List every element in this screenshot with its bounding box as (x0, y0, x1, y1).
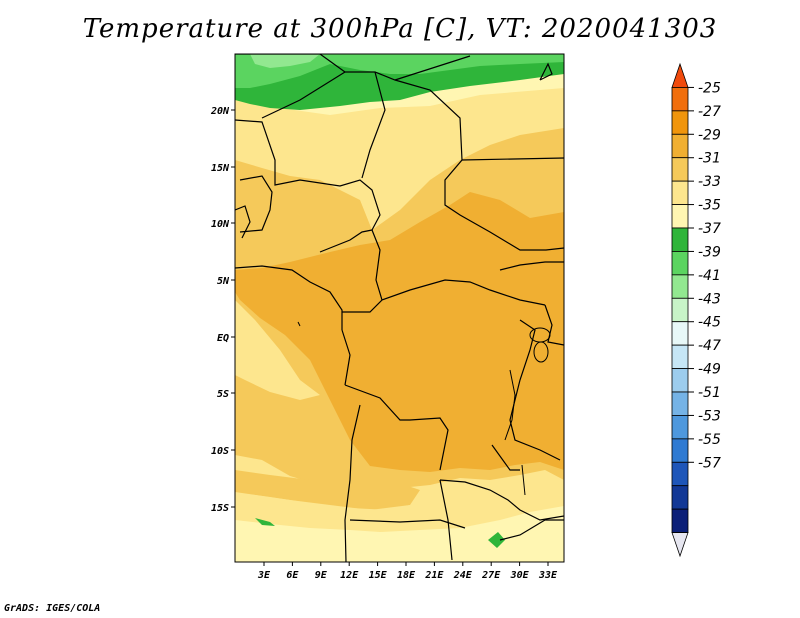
band-minus-33-south (235, 506, 564, 562)
band-minus-27-main (235, 192, 564, 472)
band-minus-31-coast (235, 300, 320, 400)
colorbar-label: -25 (698, 80, 721, 96)
colorbar-swatch (671, 87, 689, 112)
lon-label: 27E (481, 570, 501, 581)
lakes (297, 321, 551, 496)
colorbar-label: -43 (698, 291, 721, 307)
colorbar-swatch (671, 227, 689, 252)
colorbar-swatch (671, 344, 689, 369)
credit-label: GrADS: IGES/COLA (4, 603, 101, 614)
spot-green-southwest (255, 518, 275, 526)
colorbar-swatch (671, 438, 689, 463)
lon-label: 24E (453, 570, 473, 581)
colorbar-swatch (671, 157, 689, 182)
lat-label: 20N (210, 106, 230, 117)
band-minus-37-north (235, 54, 564, 88)
map-title: Temperature at 300hPa [C], VT: 202004130… (82, 14, 718, 44)
lon-label: 33E (538, 570, 558, 581)
lon-label: 18E (397, 570, 416, 581)
colorbar-swatch (671, 180, 689, 205)
colorbar-swatch (671, 415, 689, 440)
band-minus-29-south (235, 470, 420, 510)
lon-label: 3E (257, 570, 271, 581)
colorbar-label: -35 (698, 198, 721, 214)
lon-label: 30E (510, 570, 530, 581)
colorbar-swatch (671, 110, 689, 135)
map-frame (234, 53, 565, 563)
colorbar-label: -37 (698, 221, 721, 237)
country-borders (235, 54, 564, 562)
colorbar-label: -45 (698, 315, 721, 331)
colorbar-swatch (671, 62, 689, 88)
colorbar-swatch (671, 508, 689, 533)
colorbar-swatch (671, 485, 689, 510)
lat-label: 15S (211, 503, 229, 514)
lat-axis: 20N 15N 10N 5N EQ 5S 10S 15S (210, 106, 235, 514)
lat-label: 5N (217, 276, 230, 287)
colorbar-swatch (671, 133, 689, 159)
colorbar-label: -47 (698, 338, 721, 354)
colorbar-label: -51 (698, 385, 721, 401)
band-minus-39-north (250, 54, 320, 68)
colorbar-swatch (671, 532, 689, 558)
colorbar: -25 -27 -29 -31 -33 -35 -37 -39 -41 -43 -45 -47 -49 -… (671, 62, 721, 558)
lon-label: 9E (315, 570, 328, 581)
colorbar-swatch (671, 368, 689, 393)
colorbar-label: -33 (698, 174, 721, 190)
colorbar-swatch (671, 204, 689, 229)
colorbar-label: -41 (698, 268, 721, 284)
colorbar-swatch (671, 461, 689, 487)
colorbar-label: -57 (698, 455, 721, 471)
colorbar-swatch (671, 251, 689, 276)
lon-label: 21E (424, 570, 444, 581)
lat-label: 15N (211, 163, 230, 174)
colorbar-swatch (671, 391, 689, 416)
colorbar-swatch (671, 274, 689, 299)
lat-label: 5S (217, 389, 229, 400)
colorbar-swatch (671, 297, 689, 323)
colorbar-label: -31 (698, 151, 721, 167)
lon-label: 12E (340, 570, 359, 581)
colorbar-label: -29 (698, 127, 721, 143)
colorbar-label: -49 (698, 362, 721, 378)
lat-label: 10N (211, 219, 230, 230)
colorbar-label: -39 (698, 244, 721, 260)
colorbar-swatch (671, 321, 689, 346)
temperature-field (235, 54, 564, 562)
lat-label: EQ (217, 333, 229, 344)
colorbar-label: -53 (698, 408, 721, 424)
spot-green-southeast (488, 532, 505, 548)
lat-label: 10S (211, 446, 229, 457)
colorbar-label: -27 (698, 104, 721, 120)
lon-label: 6E (286, 570, 299, 581)
colorbar-label: -55 (698, 432, 721, 448)
lon-axis: 3E 6E 9E 12E 15E 18E 21E 24E 27E 30E 33E (257, 562, 558, 581)
lon-label: 15E (369, 570, 388, 581)
